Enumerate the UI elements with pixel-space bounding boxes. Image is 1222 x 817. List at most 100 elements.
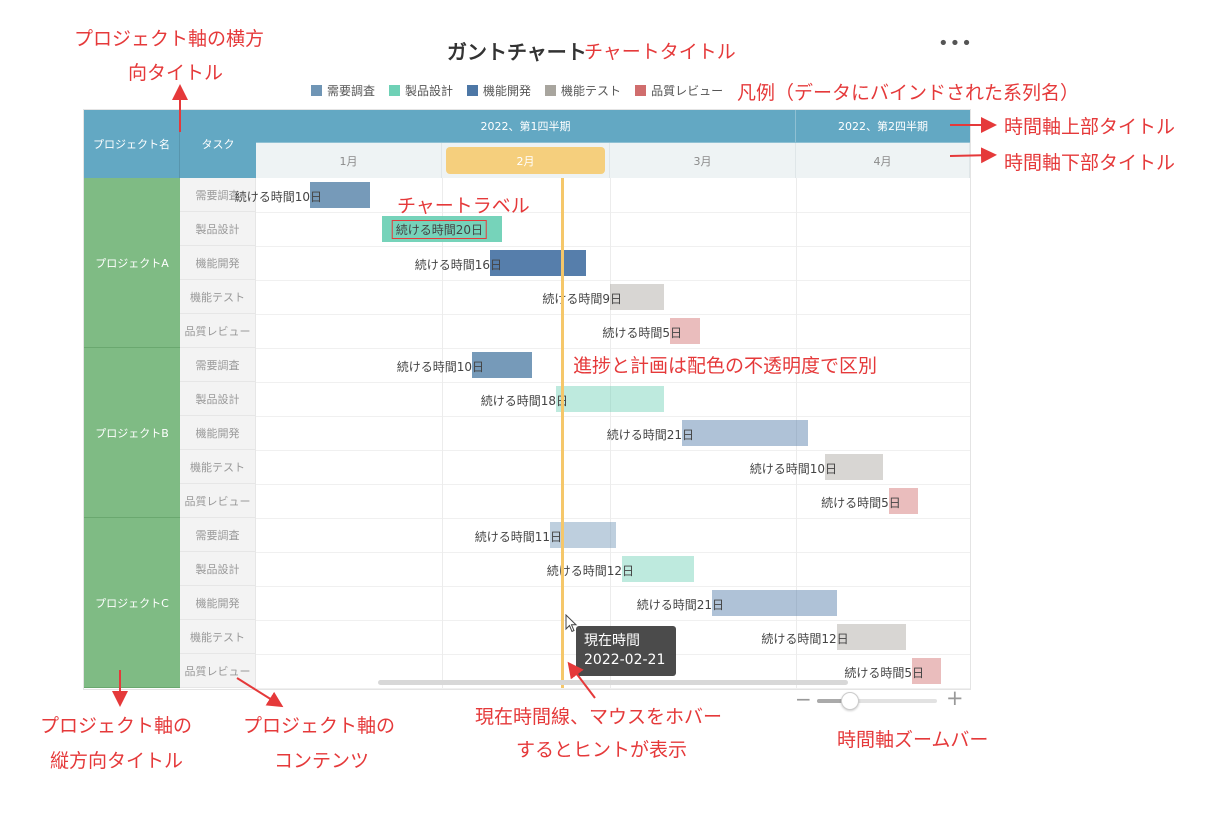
row-gridline [256, 382, 970, 383]
annotation-progress-note: 進捗と計画は配色の不透明度で区別 [573, 355, 878, 377]
month-highlight: 2月 [446, 147, 605, 174]
legend-item[interactable]: 需要調査 [311, 82, 375, 99]
legend-label: 機能テスト [561, 83, 622, 98]
legend: 需要調査 製品設計 機能開発 機能テスト 品質レビュー [311, 82, 737, 98]
annotation-project-header-2: 向タイトル [128, 62, 224, 84]
annotation-project-vertical-2: 縦方向タイトル [50, 750, 184, 772]
zoom-in-icon[interactable]: + [946, 686, 964, 710]
time-axis-zoom-bar: − + [795, 686, 965, 712]
gantt-bar[interactable] [472, 352, 532, 378]
arrow-now-line [567, 661, 596, 699]
annotation-top-axis: 時間軸上部タイトル [1004, 116, 1176, 138]
task-name: 製品設計 [180, 552, 256, 586]
month-header: 2月 [442, 143, 610, 178]
task-name: 製品設計 [180, 382, 256, 416]
mouse-cursor-icon [565, 614, 578, 633]
tooltip-value: 2022-02-21 [584, 652, 666, 668]
legend-swatch [635, 84, 647, 96]
row-gridline [256, 450, 970, 451]
row-gridline [256, 280, 970, 281]
project-column-header: プロジェクト名 [84, 110, 180, 178]
row-gridline [256, 212, 970, 213]
month-gridline [610, 178, 611, 688]
annotation-zoom-bar: 時間軸ズームバー [837, 729, 989, 751]
bar-label: 続ける時間18日 [480, 394, 568, 408]
gantt-bar[interactable] [888, 488, 918, 514]
row-gridline [256, 586, 970, 587]
task-name: 機能開発 [180, 416, 256, 450]
annotation-now-line-1: 現在時間線、マウスをホバー [475, 706, 723, 728]
bar-label: 続ける時間5日 [602, 326, 682, 340]
legend-item[interactable]: 機能開発 [467, 82, 531, 99]
quarter-header: 2022、第1四半期 [256, 110, 796, 143]
month-header: 3月 [610, 143, 796, 178]
horizontal-scrollbar[interactable] [378, 680, 848, 685]
annotation-project-content-1: プロジェクト軸の [243, 715, 396, 737]
annotation-now-line-2: するとヒントが表示 [516, 739, 688, 761]
legend-item[interactable]: 機能テスト [545, 82, 621, 99]
task-name: 機能テスト [180, 280, 256, 314]
zoom-handle[interactable] [841, 692, 860, 710]
task-name: 品質レビュー [180, 314, 256, 348]
gantt-bar[interactable] [712, 590, 837, 616]
bar-label: 続ける時間10日 [749, 462, 837, 476]
annotation-legend: 凡例（データにバインドされた系列名） [737, 82, 1080, 104]
gantt-bar[interactable] [610, 284, 664, 310]
row-gridline [256, 688, 970, 689]
task-column-header: タスク [180, 110, 256, 178]
project-name: プロジェクトC [84, 518, 180, 688]
row-gridline [256, 348, 970, 349]
row-gridline [256, 620, 970, 621]
project-name: プロジェクトA [84, 178, 180, 348]
task-name: 需要調査 [180, 348, 256, 382]
gantt-chart: プロジェクト名 タスク 2022、第1四半期 2022、第2四半期 1月 2月 3月 4月… [83, 109, 971, 690]
gantt-bar[interactable] [825, 454, 883, 480]
bar-label: 続ける時間5日 [844, 666, 924, 680]
gantt-bar[interactable] [622, 556, 694, 582]
month-gridline [442, 178, 443, 688]
current-time-line[interactable] [561, 178, 564, 688]
task-name: 機能テスト [180, 450, 256, 484]
bar-label: 続ける時間21日 [606, 428, 694, 442]
bar-label: 続ける時間5日 [821, 496, 901, 510]
row-gridline [256, 314, 970, 315]
current-time-tooltip: 現在時間 2022-02-21 [576, 626, 676, 676]
task-name: 需要調査 [180, 518, 256, 552]
gantt-bar[interactable] [310, 182, 370, 208]
gantt-bar[interactable] [556, 386, 664, 412]
gantt-bar[interactable] [670, 318, 700, 344]
legend-swatch [311, 84, 322, 96]
legend-label: 需要調査 [327, 83, 376, 98]
annotation-chart-label: チャートラベル [397, 195, 530, 217]
bar-label: 続ける時間12日 [546, 564, 634, 578]
chart-title: ガントチャート [447, 40, 587, 64]
tooltip-title: 現在時間 [584, 633, 640, 649]
zoom-track[interactable] [817, 692, 937, 710]
gantt-bar[interactable] [836, 624, 907, 650]
arrow-bottom-axis [949, 147, 997, 164]
bar-label: 続ける時間10日 [234, 190, 322, 204]
gantt-bar[interactable] [490, 250, 586, 276]
gantt-bar[interactable] [682, 420, 808, 446]
quarter-header: 2022、第2四半期 [796, 110, 970, 143]
bar-label: 続ける時間21日 [636, 598, 724, 612]
gantt-bar[interactable] [912, 658, 941, 684]
legend-label: 品質レビュー [651, 83, 724, 98]
task-name: 製品設計 [180, 212, 256, 246]
legend-item[interactable]: 製品設計 [389, 82, 453, 99]
legend-label: 機能開発 [483, 83, 532, 98]
annotation-project-header-1: プロジェクト軸の横方 [74, 28, 265, 50]
legend-item[interactable]: 品質レビュー [635, 82, 723, 99]
month-header: 4月 [796, 143, 970, 178]
zoom-out-icon[interactable]: − [795, 687, 812, 711]
more-menu-icon[interactable]: ••• [938, 33, 973, 54]
task-name: 品質レビュー [180, 484, 256, 518]
task-name: 機能テスト [180, 620, 256, 654]
row-gridline [256, 518, 970, 519]
zoom-track-fill [817, 699, 850, 703]
row-gridline [256, 552, 970, 553]
annotation-project-content-2: コンテンツ [274, 750, 370, 772]
month-gridline [796, 178, 797, 688]
bar-label: 続ける時間12日 [761, 632, 849, 646]
